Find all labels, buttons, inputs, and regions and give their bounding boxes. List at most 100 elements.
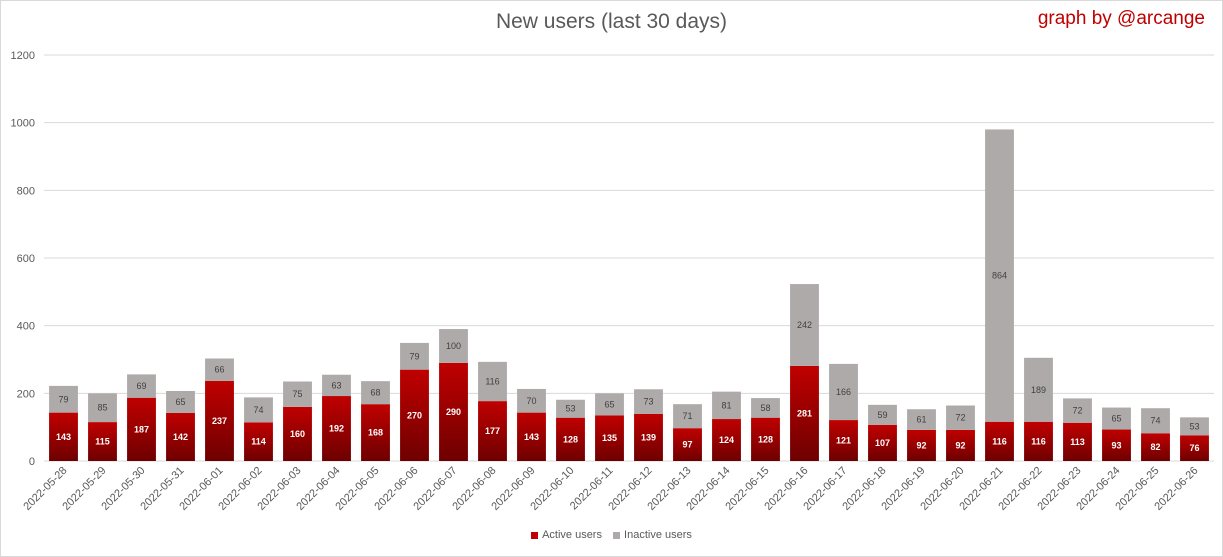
bar-active [244, 422, 273, 461]
bar-active [361, 404, 390, 461]
gridlines [44, 54, 1214, 462]
bar-active [868, 424, 897, 461]
bar-active [127, 397, 156, 461]
bar-active [1102, 429, 1131, 461]
data-label-inactive: 65 [175, 397, 185, 407]
bar-inactive [790, 284, 819, 366]
bar-active [1180, 435, 1209, 461]
bar-inactive [946, 405, 975, 430]
chart-title: New users (last 30 days) [495, 10, 728, 33]
data-label-inactive: 53 [565, 404, 575, 414]
data-label-active: 177 [485, 426, 500, 436]
bar-inactive [1180, 417, 1209, 436]
data-label-active: 143 [56, 432, 71, 442]
bar-inactive [127, 374, 156, 398]
legend-item-active: Active users [531, 529, 602, 541]
bar-inactive [439, 329, 468, 363]
y-tick-label: 800 [17, 185, 35, 197]
bar-inactive [634, 389, 663, 414]
bar-inactive [712, 391, 741, 420]
data-label-active: 76 [1189, 443, 1199, 453]
data-label-active: 116 [992, 436, 1007, 446]
data-label-inactive: 59 [877, 410, 887, 420]
bar-inactive [166, 390, 195, 413]
y-tick-label: 0 [29, 456, 35, 468]
data-label-active: 168 [368, 428, 383, 438]
data-label-inactive: 864 [992, 271, 1007, 281]
bar-inactive [556, 399, 585, 418]
bar-inactive [751, 398, 780, 418]
bar-active [1141, 433, 1170, 461]
bar-inactive [829, 363, 858, 421]
data-label-active: 116 [1031, 436, 1046, 446]
data-label-active: 128 [758, 434, 773, 444]
data-label-active: 93 [1111, 440, 1121, 450]
bar-inactive [673, 404, 702, 429]
data-label-inactive: 79 [58, 394, 68, 404]
data-label-inactive: 116 [485, 376, 499, 386]
bar-active [478, 401, 507, 461]
bar-active [166, 412, 195, 461]
data-label-active: 139 [641, 432, 656, 442]
bar-active [88, 422, 117, 461]
y-tick-label: 1200 [11, 50, 35, 62]
bar-active [751, 417, 780, 461]
data-label-inactive: 53 [1189, 421, 1199, 431]
bar-inactive [517, 388, 546, 413]
bar-active [673, 428, 702, 461]
data-label-inactive: 166 [836, 387, 851, 397]
data-label-inactive: 71 [682, 411, 692, 421]
bar-inactive [868, 404, 897, 425]
legend-swatch-active [531, 531, 539, 539]
data-label-inactive: 100 [446, 341, 461, 351]
data-label-inactive: 242 [797, 320, 812, 330]
bar-active [712, 419, 741, 461]
bar-inactive [1102, 407, 1131, 430]
data-label-inactive: 74 [253, 405, 263, 415]
data-label-active: 97 [682, 440, 692, 450]
y-tick-label: 600 [17, 253, 35, 265]
legend-label-inactive: Inactive users [624, 529, 692, 541]
data-label-active: 160 [290, 429, 305, 439]
legend-label-active: Active users [542, 529, 602, 541]
bar-inactive [322, 374, 351, 397]
data-label-active: 82 [1150, 442, 1160, 452]
data-label-active: 113 [1070, 437, 1085, 447]
data-label-inactive: 85 [97, 403, 107, 413]
data-label-active: 115 [95, 437, 110, 447]
data-label-active: 135 [602, 433, 617, 443]
y-axis: 0 200 400 600 800 1000 1200 [11, 50, 35, 468]
data-label-inactive: 63 [331, 380, 341, 390]
data-label-inactive: 66 [214, 365, 224, 375]
bar-active [400, 369, 429, 461]
bar-active [1063, 422, 1092, 461]
legend-swatch-inactive [613, 531, 621, 539]
bars: 143 79 115 85 187 69 142 65 237 66 114 74 160 75 192 63… [49, 129, 1209, 461]
bar-active [517, 412, 546, 461]
data-label-inactive: 68 [370, 388, 380, 398]
data-label-inactive: 72 [1072, 406, 1082, 416]
data-label-active: 290 [446, 407, 461, 417]
data-label-active: 92 [955, 440, 965, 450]
chart-credit: graph by @arcange [1037, 8, 1205, 29]
data-label-inactive: 58 [760, 403, 770, 413]
data-label-active: 128 [563, 434, 578, 444]
bar-active [634, 413, 663, 461]
y-tick-label: 400 [17, 321, 35, 333]
legend-item-inactive: Inactive users [613, 529, 692, 541]
bar-inactive [244, 397, 273, 423]
bar-inactive [49, 385, 78, 413]
data-label-inactive: 74 [1150, 416, 1160, 426]
y-tick-label: 1000 [11, 118, 35, 130]
bar-active [1024, 421, 1053, 461]
bar-inactive [283, 381, 312, 407]
bar-inactive [1063, 398, 1092, 423]
bar-active [49, 412, 78, 461]
data-label-inactive: 65 [1111, 414, 1121, 424]
bar-inactive [985, 129, 1014, 422]
bar-active [946, 429, 975, 461]
bar-inactive [400, 342, 429, 370]
y-tick-label: 200 [17, 388, 35, 400]
bar-active [907, 429, 936, 461]
